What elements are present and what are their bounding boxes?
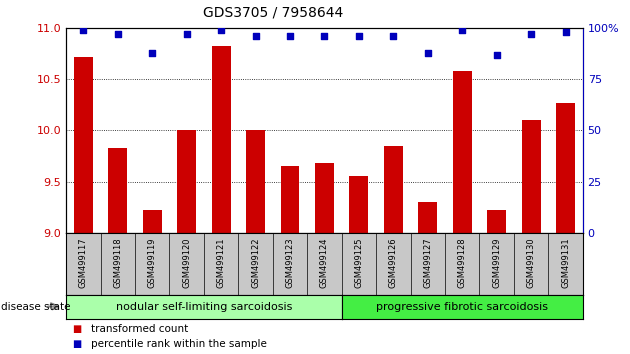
Text: disease state: disease state — [1, 302, 70, 312]
Bar — [177, 130, 196, 233]
Point — [457, 28, 467, 33]
Point — [319, 34, 329, 39]
Bar — [246, 130, 265, 233]
Bar — [108, 148, 127, 233]
Bar — [556, 103, 575, 233]
Bar — [487, 210, 506, 233]
Point — [561, 30, 571, 35]
Text: GSM499121: GSM499121 — [217, 238, 226, 288]
Text: GSM499117: GSM499117 — [79, 238, 88, 288]
Point — [216, 28, 226, 33]
Point — [113, 32, 123, 37]
Bar — [453, 71, 472, 233]
Point — [78, 28, 88, 33]
Text: ■: ■ — [72, 339, 82, 349]
Text: progressive fibrotic sarcoidosis: progressive fibrotic sarcoidosis — [376, 302, 548, 312]
Text: GDS3705 / 7958644: GDS3705 / 7958644 — [203, 6, 343, 20]
Text: GSM499125: GSM499125 — [355, 238, 364, 288]
Bar — [143, 210, 162, 233]
Bar — [212, 46, 231, 233]
Bar — [280, 166, 299, 233]
Text: GSM499122: GSM499122 — [251, 238, 260, 288]
Point — [181, 32, 192, 37]
Text: GSM499129: GSM499129 — [492, 238, 501, 288]
Text: GSM499127: GSM499127 — [423, 238, 432, 288]
Text: GSM499120: GSM499120 — [182, 238, 191, 288]
Text: ■: ■ — [72, 324, 82, 333]
Text: GSM499130: GSM499130 — [527, 238, 536, 288]
Text: GSM499128: GSM499128 — [458, 238, 467, 288]
Point — [423, 50, 433, 56]
Point — [285, 34, 295, 39]
Bar — [74, 57, 93, 233]
Point — [147, 50, 158, 56]
Point — [354, 34, 364, 39]
Bar — [418, 202, 437, 233]
Point — [491, 52, 501, 58]
Point — [388, 34, 398, 39]
Bar — [384, 146, 403, 233]
Bar — [315, 163, 334, 233]
Text: GSM499123: GSM499123 — [285, 238, 294, 288]
Bar — [522, 120, 541, 233]
Text: nodular self-limiting sarcoidosis: nodular self-limiting sarcoidosis — [116, 302, 292, 312]
Text: GSM499131: GSM499131 — [561, 238, 570, 288]
Text: GSM499126: GSM499126 — [389, 238, 398, 288]
Point — [251, 34, 261, 39]
Text: GSM499118: GSM499118 — [113, 238, 122, 288]
Text: GSM499124: GSM499124 — [320, 238, 329, 288]
Text: transformed count: transformed count — [91, 324, 188, 333]
Bar — [350, 176, 369, 233]
Text: percentile rank within the sample: percentile rank within the sample — [91, 339, 267, 349]
Point — [526, 32, 536, 37]
Text: GSM499119: GSM499119 — [148, 238, 157, 288]
